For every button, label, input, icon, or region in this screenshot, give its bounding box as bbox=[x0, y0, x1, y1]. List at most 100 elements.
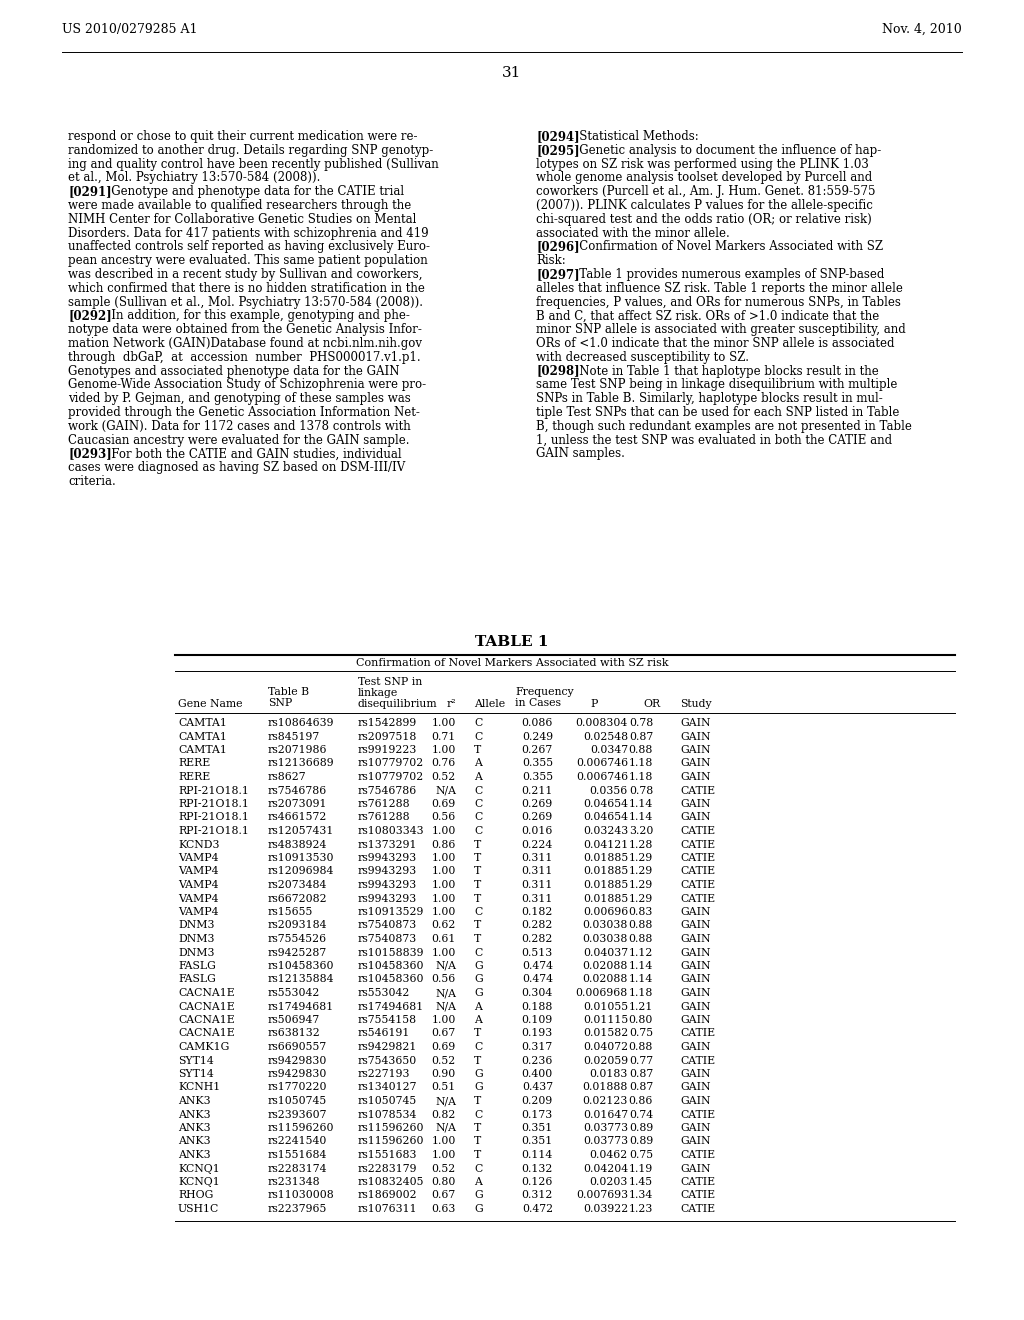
Text: rs15655: rs15655 bbox=[268, 907, 313, 917]
Text: N/A: N/A bbox=[435, 1123, 456, 1133]
Text: 0.188: 0.188 bbox=[521, 1002, 553, 1011]
Text: 1.45: 1.45 bbox=[629, 1177, 653, 1187]
Text: DNM3: DNM3 bbox=[178, 935, 214, 944]
Text: N/A: N/A bbox=[435, 785, 456, 796]
Text: C: C bbox=[474, 1110, 482, 1119]
Text: ANK3: ANK3 bbox=[178, 1110, 211, 1119]
Text: 1.28: 1.28 bbox=[629, 840, 653, 850]
Text: RERE: RERE bbox=[178, 772, 210, 781]
Text: 0.78: 0.78 bbox=[629, 785, 653, 796]
Text: CATIE: CATIE bbox=[680, 1056, 715, 1065]
Text: 0.88: 0.88 bbox=[629, 920, 653, 931]
Text: was described in a recent study by Sullivan and coworkers,: was described in a recent study by Sulli… bbox=[68, 268, 423, 281]
Text: KCNQ1: KCNQ1 bbox=[178, 1177, 220, 1187]
Text: 0.74: 0.74 bbox=[629, 1110, 653, 1119]
Text: 0.006746: 0.006746 bbox=[575, 759, 628, 768]
Text: 0.01885: 0.01885 bbox=[583, 866, 628, 876]
Text: FASLG: FASLG bbox=[178, 961, 216, 972]
Text: 1.18: 1.18 bbox=[629, 759, 653, 768]
Text: 0.01115: 0.01115 bbox=[583, 1015, 628, 1026]
Text: Study: Study bbox=[680, 700, 712, 709]
Text: B and C, that affect SZ risk. ORs of >1.0 indicate that the: B and C, that affect SZ risk. ORs of >1.… bbox=[536, 309, 880, 322]
Text: [0293]: [0293] bbox=[68, 447, 112, 461]
Text: T: T bbox=[474, 1150, 481, 1160]
Text: 0.0347: 0.0347 bbox=[590, 744, 628, 755]
Text: 0.88: 0.88 bbox=[629, 1041, 653, 1052]
Text: SNP: SNP bbox=[268, 698, 292, 708]
Text: GAIN: GAIN bbox=[680, 1163, 711, 1173]
Text: rs2093184: rs2093184 bbox=[268, 920, 328, 931]
Text: 1.00: 1.00 bbox=[432, 1137, 456, 1147]
Text: 1.29: 1.29 bbox=[629, 853, 653, 863]
Text: 0.52: 0.52 bbox=[432, 772, 456, 781]
Text: which confirmed that there is no hidden stratification in the: which confirmed that there is no hidden … bbox=[68, 281, 425, 294]
Text: C: C bbox=[474, 907, 482, 917]
Text: 0.016: 0.016 bbox=[521, 826, 553, 836]
Text: CATIE: CATIE bbox=[680, 840, 715, 850]
Text: VAMP4: VAMP4 bbox=[178, 894, 218, 903]
Text: Confirmation of Novel Markers Associated with SZ risk: Confirmation of Novel Markers Associated… bbox=[355, 657, 669, 668]
Text: rs10803343: rs10803343 bbox=[358, 826, 425, 836]
Text: 0.006968: 0.006968 bbox=[575, 987, 628, 998]
Text: 0.02059: 0.02059 bbox=[583, 1056, 628, 1065]
Text: 0.71: 0.71 bbox=[432, 731, 456, 742]
Text: 0.114: 0.114 bbox=[522, 1150, 553, 1160]
Text: GAIN: GAIN bbox=[680, 961, 711, 972]
Text: CATIE: CATIE bbox=[680, 853, 715, 863]
Text: rs11596260: rs11596260 bbox=[358, 1123, 425, 1133]
Text: 1.18: 1.18 bbox=[629, 987, 653, 998]
Text: 0.02088: 0.02088 bbox=[583, 974, 628, 985]
Text: GAIN samples.: GAIN samples. bbox=[536, 447, 625, 461]
Text: Disorders. Data for 417 patients with schizophrenia and 419: Disorders. Data for 417 patients with sc… bbox=[68, 227, 429, 240]
Text: 0.01885: 0.01885 bbox=[583, 880, 628, 890]
Text: GAIN: GAIN bbox=[680, 907, 711, 917]
Text: 0.78: 0.78 bbox=[629, 718, 653, 729]
Text: 0.008304: 0.008304 bbox=[575, 718, 628, 729]
Text: RERE: RERE bbox=[178, 759, 210, 768]
Text: rs12057431: rs12057431 bbox=[268, 826, 335, 836]
Text: Table B: Table B bbox=[268, 686, 309, 697]
Text: criteria.: criteria. bbox=[68, 475, 116, 488]
Text: whole genome analysis toolset developed by Purcell and: whole genome analysis toolset developed … bbox=[536, 172, 872, 185]
Text: C: C bbox=[474, 731, 482, 742]
Text: rs7546786: rs7546786 bbox=[268, 785, 328, 796]
Text: T: T bbox=[474, 920, 481, 931]
Text: 0.355: 0.355 bbox=[522, 772, 553, 781]
Text: rs1770220: rs1770220 bbox=[268, 1082, 328, 1093]
Text: rs546191: rs546191 bbox=[358, 1028, 411, 1039]
Text: 0.312: 0.312 bbox=[521, 1191, 553, 1200]
Text: GAIN: GAIN bbox=[680, 744, 711, 755]
Text: GAIN: GAIN bbox=[680, 920, 711, 931]
Text: rs1050745: rs1050745 bbox=[358, 1096, 417, 1106]
Text: rs761288: rs761288 bbox=[358, 799, 411, 809]
Text: T: T bbox=[474, 1096, 481, 1106]
Text: 0.04654: 0.04654 bbox=[583, 799, 628, 809]
Text: 0.04654: 0.04654 bbox=[583, 813, 628, 822]
Text: rs2097518: rs2097518 bbox=[358, 731, 418, 742]
Text: ANK3: ANK3 bbox=[178, 1123, 211, 1133]
Text: rs2073091: rs2073091 bbox=[268, 799, 328, 809]
Text: C: C bbox=[474, 1041, 482, 1052]
Text: VAMP4: VAMP4 bbox=[178, 907, 218, 917]
Text: Table 1 provides numerous examples of SNP-based: Table 1 provides numerous examples of SN… bbox=[567, 268, 884, 281]
Text: N/A: N/A bbox=[435, 1002, 456, 1011]
Text: 0.0356: 0.0356 bbox=[590, 785, 628, 796]
Text: rs1373291: rs1373291 bbox=[358, 840, 418, 850]
Text: 0.01885: 0.01885 bbox=[583, 853, 628, 863]
Text: GAIN: GAIN bbox=[680, 1137, 711, 1147]
Text: GAIN: GAIN bbox=[680, 759, 711, 768]
Text: 0.400: 0.400 bbox=[522, 1069, 553, 1078]
Text: rs12135884: rs12135884 bbox=[268, 974, 335, 985]
Text: rs1050745: rs1050745 bbox=[268, 1096, 328, 1106]
Text: 1.29: 1.29 bbox=[629, 880, 653, 890]
Text: rs2237965: rs2237965 bbox=[268, 1204, 328, 1214]
Text: GAIN: GAIN bbox=[680, 813, 711, 822]
Text: 0.03038: 0.03038 bbox=[583, 935, 628, 944]
Text: rs6690557: rs6690557 bbox=[268, 1041, 328, 1052]
Text: 1.00: 1.00 bbox=[432, 907, 456, 917]
Text: (2007)). PLINK calculates P values for the allele-specific: (2007)). PLINK calculates P values for t… bbox=[536, 199, 872, 213]
Text: rs7540873: rs7540873 bbox=[358, 920, 417, 931]
Text: Genome-Wide Association Study of Schizophrenia were pro-: Genome-Wide Association Study of Schizop… bbox=[68, 379, 426, 392]
Text: 0.126: 0.126 bbox=[521, 1177, 553, 1187]
Text: 0.75: 0.75 bbox=[629, 1150, 653, 1160]
